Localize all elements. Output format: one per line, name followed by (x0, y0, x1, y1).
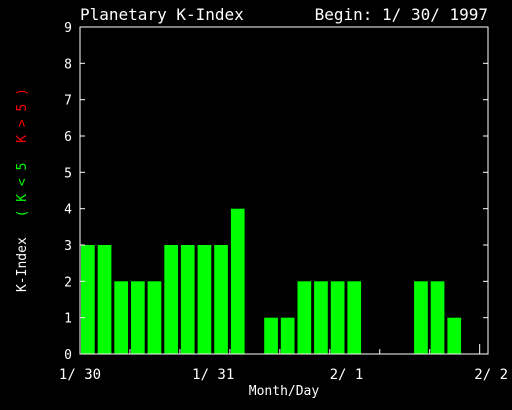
x-tick-label-3: 2/ 2 (474, 367, 508, 383)
bar-5 (164, 245, 178, 354)
bar-9 (230, 208, 245, 354)
bar-1 (97, 245, 112, 354)
bars-group (81, 208, 462, 354)
y-axis: 0 1 2 3 4 5 6 7 8 9 (64, 21, 488, 363)
y-tick-label-8: 8 (64, 57, 72, 72)
bar-7 (197, 245, 212, 354)
y-tick-label-7: 7 (64, 94, 72, 109)
bar-15 (330, 281, 345, 354)
bar-8 (214, 245, 228, 354)
bar-3 (131, 281, 145, 354)
y-tick-label-0: 0 (64, 348, 72, 363)
bar-13 (297, 281, 312, 354)
bar-0 (81, 245, 95, 354)
y-tick-label-5: 5 (64, 166, 72, 181)
x-axis: 1/ 30 1/ 31 2/ 1 2/ 2 (59, 344, 508, 383)
bar-2 (114, 281, 128, 354)
y-axis-label: K-Index ( K < 5 K > 5 ) (15, 88, 30, 292)
bar-16 (347, 281, 362, 354)
chart-title: Planetary K-Index (80, 5, 244, 24)
y-tick-label-4: 4 (64, 203, 72, 218)
y-axis-label-green: ( K < 5 (15, 163, 30, 218)
bar-11 (264, 317, 278, 354)
y-axis-label-main: K-Index (15, 237, 30, 292)
bar-22 (447, 317, 462, 354)
x-tick-label-2: 2/ 1 (330, 367, 364, 383)
x-tick-label-0: 1/ 30 (59, 367, 101, 383)
y-tick-label-2: 2 (64, 275, 72, 290)
bar-14 (314, 281, 328, 354)
bar-20 (414, 281, 428, 354)
y-tick-label-3: 3 (64, 239, 72, 254)
plot-frame (79, 26, 489, 355)
x-tick-label-1: 1/ 31 (192, 367, 234, 383)
bar-12 (280, 317, 295, 354)
bar-6 (180, 245, 195, 354)
y-tick-label-1: 1 (64, 312, 72, 327)
y-tick-label-6: 6 (64, 130, 72, 145)
begin-date-label: Begin: 1/ 30/ 1997 (315, 5, 488, 24)
y-tick-label-9: 9 (64, 21, 72, 36)
y-axis-label-red: K > 5 ) (15, 88, 30, 143)
bar-21 (430, 281, 445, 354)
bar-4 (147, 281, 162, 354)
x-axis-label: Month/Day (249, 384, 320, 399)
